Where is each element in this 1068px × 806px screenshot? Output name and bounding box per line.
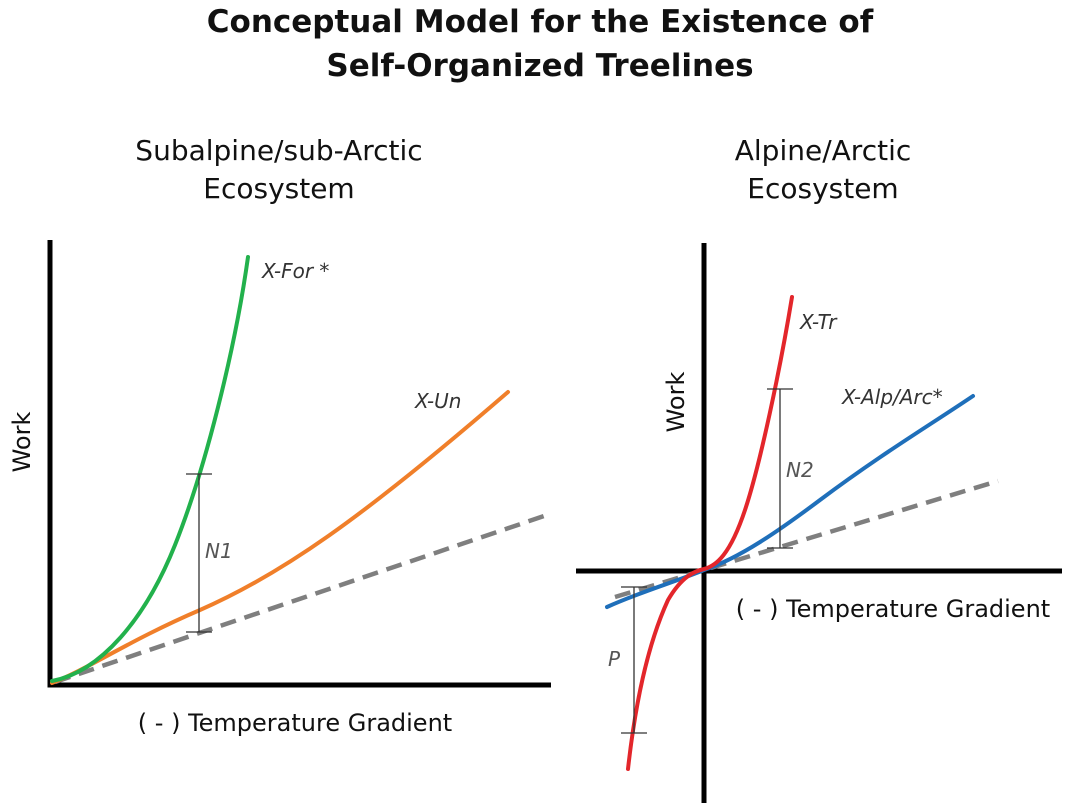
left-label-n1: N1 bbox=[205, 539, 233, 563]
left-reference-line bbox=[54, 511, 551, 685]
left-label-x-un: X-Un bbox=[414, 389, 461, 413]
left-label-x-for: X-For * bbox=[261, 259, 329, 283]
figure-title-line-2: Self-Organized Treelines bbox=[326, 48, 753, 84]
right-label-p: P bbox=[608, 647, 621, 671]
right-x-axis-label: ( - ) Temperature Gradient bbox=[736, 595, 1050, 623]
right-reference-line bbox=[614, 478, 999, 600]
figure-title-line-1: Conceptual Model for the Existence of bbox=[207, 4, 874, 40]
left-panel: Subalpine/sub-Arctic Ecosystem Work ( - … bbox=[8, 134, 551, 737]
left-y-axis-label: Work bbox=[8, 412, 36, 473]
right-panel-title-line-1: Alpine/Arctic bbox=[735, 134, 912, 167]
left-panel-title-line-1: Subalpine/sub-Arctic bbox=[135, 134, 422, 167]
left-x-axis-label: ( - ) Temperature Gradient bbox=[138, 709, 452, 737]
right-label-x-tr: X-Tr bbox=[799, 310, 838, 334]
left-panel-title-line-2: Ecosystem bbox=[203, 172, 354, 205]
right-label-n2: N2 bbox=[786, 458, 814, 482]
right-curve-x-tr bbox=[626, 295, 794, 771]
right-y-axis-label: Work bbox=[662, 372, 690, 433]
right-label-x-alp-arc: X-Alp/Arc* bbox=[841, 385, 943, 409]
right-curve-x-alp-arc bbox=[605, 394, 975, 609]
right-panel: Alpine/Arctic Ecosystem Work ( - ) Tempe… bbox=[576, 134, 1062, 803]
right-panel-title-line-2: Ecosystem bbox=[747, 172, 898, 205]
left-curve-x-for bbox=[50, 255, 250, 683]
